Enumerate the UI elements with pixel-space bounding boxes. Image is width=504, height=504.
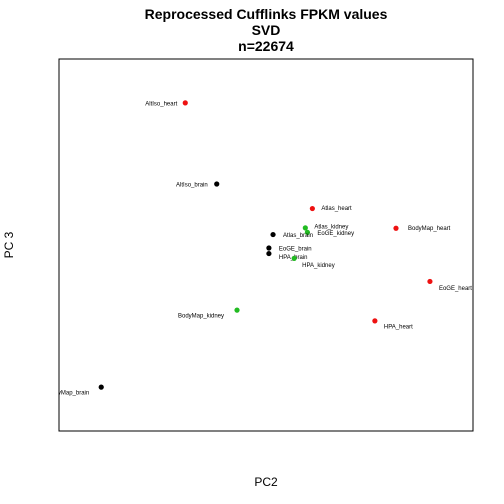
data-points: AltIso_heart AltIso_brain Atlas_heart Atlas… — [47, 100, 472, 397]
point-label-hpa-heart: HPA_heart — [384, 324, 413, 330]
data-point-hpa-heart — [372, 318, 378, 324]
data-point-bodymap-heart — [393, 225, 399, 231]
point-label-eoge-brain: EoGE_brain — [279, 247, 312, 253]
data-point-bodymap-kidney — [234, 307, 240, 313]
y-axis-label: PC 3 — [2, 231, 16, 258]
point-label-altiso-heart: AltIso_heart — [145, 101, 177, 107]
data-point-hpa-kidney — [291, 255, 297, 261]
point-label-bodymap-kidney: BodyMap_kidney — [178, 314, 224, 320]
data-point-hpa-brain — [266, 250, 272, 257]
data-point-altiso-brain — [214, 181, 220, 187]
point-label-atlas-brain: Atlas_brain — [283, 233, 313, 239]
data-point-eoge-heart — [427, 278, 433, 285]
data-point-atlas-heart — [309, 205, 315, 212]
data-point-atlas-brain — [270, 231, 276, 238]
point-label-bodymap-heart: BodyMap_heart — [408, 226, 451, 232]
point-label-hpa-kidney: HPA_kidney — [302, 263, 335, 269]
data-point-eoge-brain — [266, 245, 272, 251]
x-axis-label: PC2 — [254, 475, 278, 489]
data-point-bodymap-brain — [98, 384, 104, 390]
chart-title-line-1: Reprocessed Cufflinks FPKM values — [145, 6, 388, 22]
chart-title-line-2: SVD — [252, 22, 281, 38]
point-label-atlas-heart: Atlas_heart — [321, 206, 352, 212]
point-label-altiso-brain: AltIso_brain — [176, 183, 208, 189]
plot-frame — [58, 58, 474, 432]
data-point-eoge-kidney — [304, 229, 310, 235]
point-label-eoge-kidney: EoGE_kidney — [317, 231, 354, 237]
chart-title-line-3: n=22674 — [238, 38, 294, 54]
point-label-eoge-heart: EoGE_heart — [439, 286, 472, 292]
point-label-bodymap-brain: BodyMap_brain — [47, 391, 89, 397]
data-point-atlas-kidney — [302, 225, 308, 231]
data-point-altiso-heart — [182, 100, 188, 106]
point-label-atlas-kidney: Atlas_kidney — [314, 224, 348, 230]
